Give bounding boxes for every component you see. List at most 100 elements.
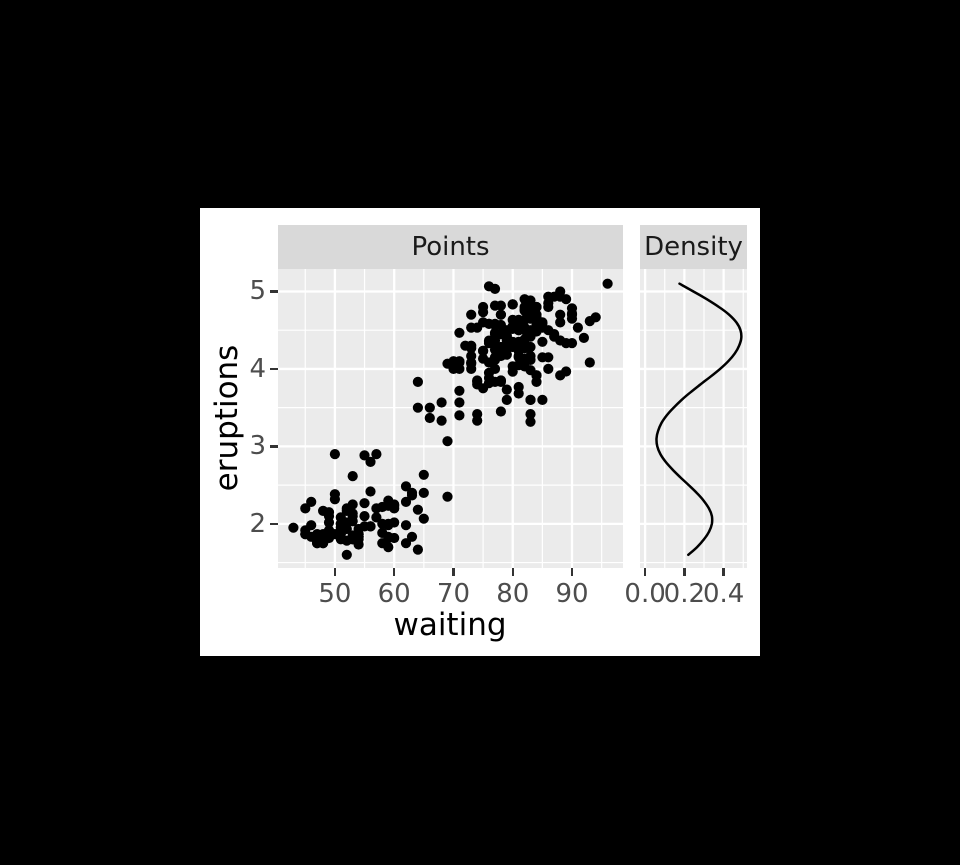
data-point — [400, 496, 412, 507]
data-point — [472, 409, 483, 420]
x-tick-mark — [333, 568, 337, 576]
data-point — [436, 397, 447, 408]
data-point — [549, 291, 560, 302]
x-tick-mark — [683, 568, 686, 576]
y-tick-mark — [270, 522, 278, 526]
data-point — [572, 322, 583, 333]
data-point — [306, 496, 317, 507]
x-tick-label: 60 — [377, 579, 411, 609]
data-point — [306, 520, 317, 531]
facet-strip-density-label: Density — [644, 232, 743, 262]
x-tick-label: 90 — [555, 579, 589, 609]
data-point — [418, 513, 429, 524]
data-point — [525, 416, 536, 427]
data-point — [561, 338, 572, 349]
data-point — [561, 294, 572, 305]
data-point — [335, 518, 346, 529]
data-point — [478, 345, 489, 356]
data-point — [495, 406, 506, 417]
y-tick-mark — [270, 367, 278, 371]
x-tick-mark — [570, 568, 574, 576]
data-point — [531, 326, 542, 337]
data-point — [489, 300, 501, 311]
data-point — [507, 299, 518, 310]
data-point — [483, 336, 495, 347]
data-point — [566, 309, 578, 320]
data-point — [406, 531, 418, 542]
facet-strip-density: Density — [640, 225, 747, 269]
density-panel — [640, 269, 747, 568]
data-point — [525, 313, 536, 324]
y-axis-title: eruptions — [209, 344, 245, 492]
x-axis-title: waiting — [393, 607, 507, 643]
y-tick-label: 3 — [249, 431, 266, 462]
x-tick-label: 0.2 — [663, 579, 706, 609]
data-point — [436, 415, 447, 426]
y-tick-label: 4 — [249, 353, 266, 384]
data-point — [555, 317, 566, 328]
data-point — [501, 335, 512, 346]
data-point — [537, 352, 548, 363]
data-point — [602, 278, 613, 289]
data-point — [323, 517, 335, 528]
data-point — [489, 376, 501, 387]
data-point — [543, 363, 554, 374]
x-tick-mark — [511, 568, 514, 576]
data-point — [525, 354, 536, 365]
data-point — [525, 394, 536, 405]
data-point — [377, 501, 388, 513]
data-point — [359, 511, 370, 522]
data-point — [412, 504, 423, 515]
data-point — [412, 544, 423, 555]
data-point — [519, 294, 530, 305]
data-point — [448, 363, 459, 374]
data-point — [519, 343, 530, 354]
data-point — [525, 409, 536, 420]
data-point — [400, 481, 412, 492]
data-point — [478, 317, 489, 328]
data-point — [341, 549, 352, 560]
data-point — [400, 520, 412, 531]
data-point — [507, 341, 518, 353]
data-point — [495, 309, 506, 320]
data-point — [442, 491, 453, 502]
data-point — [531, 370, 542, 381]
x-tick-label: 70 — [436, 579, 470, 609]
data-point — [466, 322, 477, 333]
data-point — [329, 449, 340, 460]
data-point — [501, 384, 512, 395]
x-tick-mark — [452, 568, 455, 576]
data-point — [288, 522, 299, 533]
data-point — [501, 349, 512, 360]
data-point — [418, 487, 429, 498]
faceted-plot-figure: Points Density 50 60 70 80 90 2 3 4 5 0.0 0.2 0.4 w… — [200, 208, 760, 656]
data-point — [543, 301, 554, 313]
data-point — [424, 402, 435, 413]
data-point — [412, 402, 423, 413]
data-point — [513, 381, 524, 393]
data-point — [495, 329, 506, 340]
data-point — [347, 516, 358, 527]
data-point — [507, 321, 518, 332]
facet-strip-points-label: Points — [411, 232, 490, 262]
data-point — [472, 379, 483, 390]
data-point — [323, 530, 335, 541]
data-point — [489, 283, 501, 294]
scatter-panel — [278, 269, 623, 568]
data-point — [454, 327, 465, 338]
y-tick-mark — [270, 290, 278, 293]
data-point — [466, 343, 477, 354]
data-point — [365, 521, 376, 532]
facet-strip-points: Points — [278, 225, 623, 269]
data-point — [359, 450, 370, 461]
data-point — [365, 456, 376, 467]
data-point — [365, 486, 376, 497]
data-point — [590, 312, 601, 323]
data-point — [478, 353, 489, 364]
data-point — [442, 436, 453, 447]
x-tick-mark — [643, 568, 647, 576]
data-point — [466, 309, 477, 320]
data-point — [359, 498, 370, 509]
data-point — [478, 307, 489, 318]
